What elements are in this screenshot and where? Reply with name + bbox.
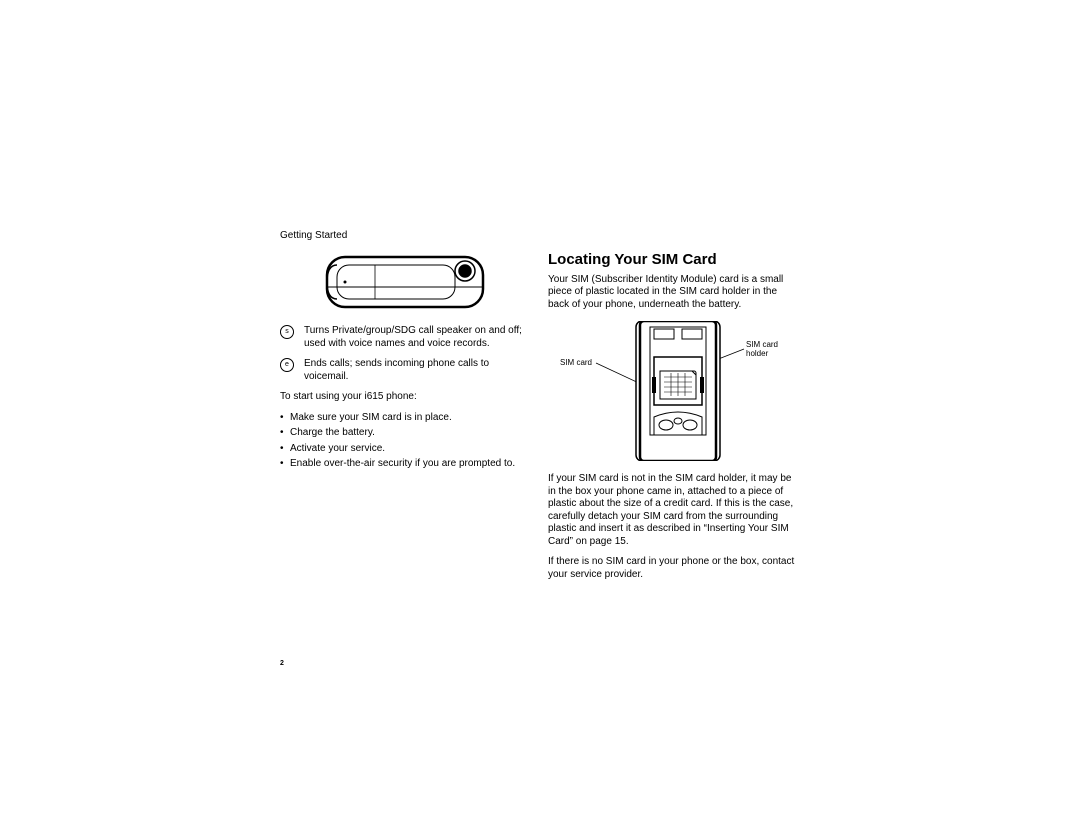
- icon-row-end: e Ends calls; sends incoming phone calls…: [280, 358, 530, 383]
- sim-holder-label-l1: SIM card: [746, 340, 778, 349]
- list-item: Activate your service.: [280, 443, 530, 456]
- list-item: Enable over-the-air security if you are …: [280, 458, 530, 471]
- intro-para: Your SIM (Subscriber Identity Module) ca…: [548, 274, 798, 312]
- list-item: Charge the battery.: [280, 427, 530, 440]
- phone-top-illustration: [315, 251, 495, 313]
- icon-row-speaker: s Turns Private/group/SDG call speaker o…: [280, 325, 530, 350]
- start-steps-list: Make sure your SIM card is in place. Cha…: [280, 412, 530, 471]
- sim-holder-label-l2: holder: [746, 349, 769, 358]
- start-using-line: To start using your i615 phone:: [280, 391, 530, 404]
- section-header: Getting Started: [280, 230, 800, 241]
- list-item: Make sure your SIM card is in place.: [280, 412, 530, 425]
- section-title: Locating Your SIM Card: [548, 251, 798, 270]
- left-column: s Turns Private/group/SDG call speaker o…: [280, 251, 530, 589]
- para-no-sim: If there is no SIM card in your phone or…: [548, 556, 798, 581]
- speaker-key-icon: s: [280, 325, 294, 339]
- speaker-key-text: Turns Private/group/SDG call speaker on …: [304, 325, 530, 350]
- end-key-text: Ends calls; sends incoming phone calls t…: [304, 358, 530, 383]
- para-not-in-holder: If your SIM card is not in the SIM card …: [548, 473, 798, 548]
- right-column: Locating Your SIM Card Your SIM (Subscri…: [548, 251, 798, 589]
- sim-card-label: SIM card: [560, 358, 592, 367]
- sim-diagram: SIM card SIM card holder: [558, 321, 788, 461]
- page-number: 2: [280, 660, 284, 667]
- end-key-icon: e: [280, 358, 294, 372]
